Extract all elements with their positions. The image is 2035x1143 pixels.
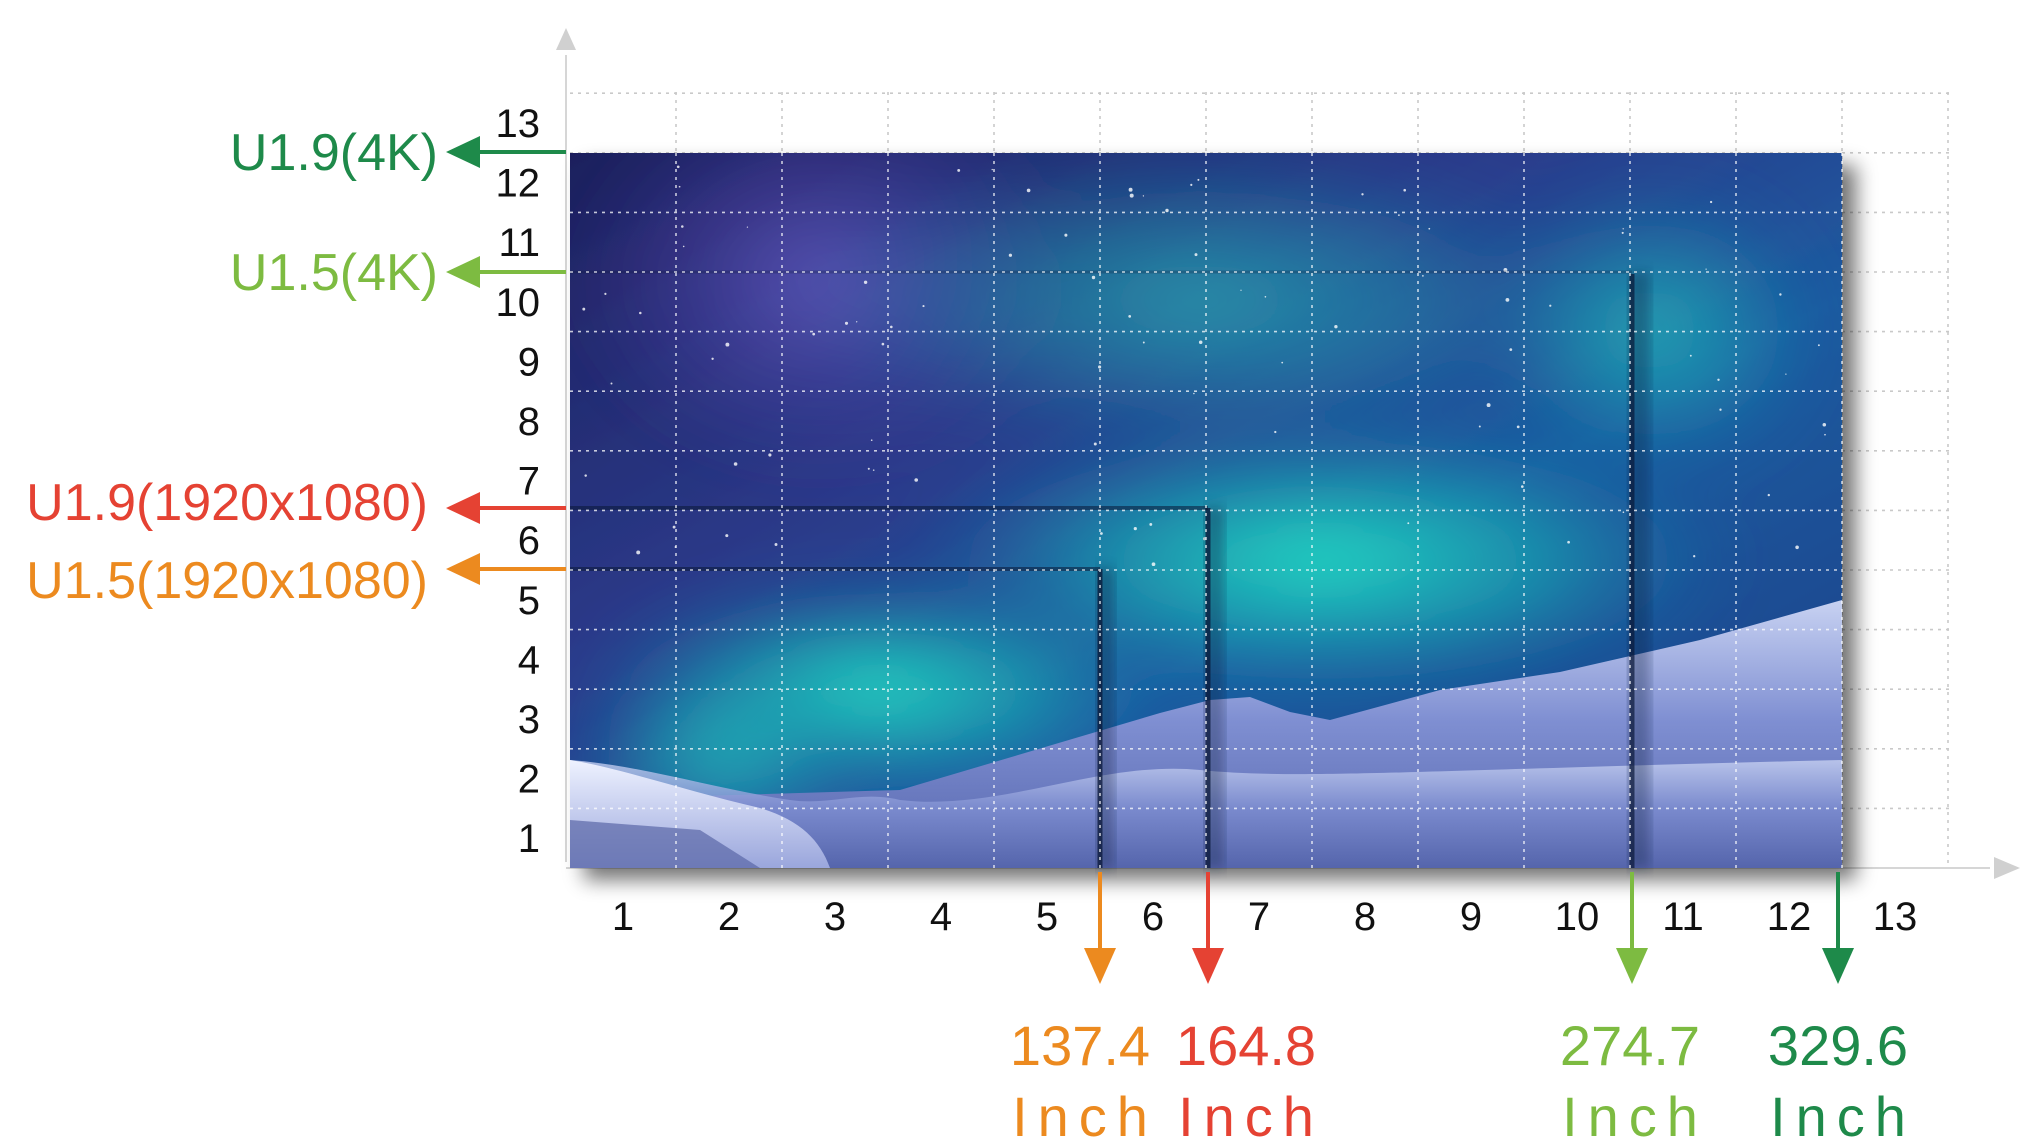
model-labels: U1.9(4K) U1.5(4K) U1.9(1920x1080) U1.5(1… — [26, 124, 566, 610]
x-tick-label: 8 — [1354, 895, 1376, 939]
x-axis-ticks: 1 2 3 4 5 6 7 8 9 10 11 12 13 — [612, 895, 1917, 939]
x-tick-label: 13 — [1873, 895, 1918, 939]
size-value-u15-fhd: 137.4 — [1010, 1014, 1150, 1077]
model-label-u15-fhd: U1.5(1920x1080) — [26, 552, 428, 610]
y-tick-label: 5 — [518, 579, 540, 623]
arrow-left-icon — [446, 256, 480, 288]
y-tick-label: 3 — [518, 698, 540, 742]
triangle-right-icon — [1994, 857, 2020, 879]
x-tick-label: 5 — [1036, 895, 1058, 939]
size-value-u19-4k: 329.6 — [1768, 1014, 1908, 1077]
arrow-down-icon — [1822, 948, 1854, 984]
size-labels: 137.4 Inch 164.8 Inch 274.7 Inch 329.6 I… — [1010, 872, 1916, 1143]
x-tick-label: 6 — [1142, 895, 1164, 939]
model-u15-4k: U1.5(4K) — [230, 244, 566, 302]
y-tick-label: 11 — [498, 221, 540, 265]
triangle-up-icon — [556, 28, 576, 50]
x-tick-label: 1 — [612, 895, 634, 939]
inner-grid — [570, 153, 1843, 868]
y-tick-label: 4 — [518, 638, 540, 682]
y-tick-label: 12 — [496, 162, 541, 206]
y-tick-label: 10 — [496, 281, 541, 325]
x-tick-label: 10 — [1555, 895, 1600, 939]
size-value-u19-fhd: 164.8 — [1176, 1014, 1316, 1077]
model-u15-fhd: U1.5(1920x1080) — [26, 552, 566, 610]
x-tick-label: 4 — [930, 895, 952, 939]
size-u19-fhd: 164.8 Inch — [1176, 872, 1324, 1143]
model-label-u19-fhd: U1.9(1920x1080) — [26, 474, 428, 532]
y-tick-label: 2 — [518, 758, 540, 802]
size-value-u15-4k: 274.7 — [1560, 1014, 1700, 1077]
x-tick-label: 12 — [1767, 895, 1812, 939]
y-tick-label: 8 — [518, 400, 540, 444]
x-tick-label: 11 — [1662, 895, 1704, 939]
size-unit-u19-4k: Inch — [1770, 1085, 1916, 1143]
y-tick-label: 1 — [518, 817, 540, 861]
y-tick-label: 6 — [518, 519, 540, 563]
x-tick-label: 7 — [1248, 895, 1270, 939]
model-u19-4k: U1.9(4K) — [230, 124, 566, 182]
size-u19-4k: 329.6 Inch — [1768, 872, 1916, 1143]
model-label-u19-4k: U1.9(4K) — [230, 124, 438, 182]
size-unit-u15-4k: Inch — [1562, 1085, 1708, 1143]
y-tick-label: 9 — [518, 340, 540, 384]
model-u19-fhd: U1.9(1920x1080) — [26, 474, 566, 532]
model-label-u15-4k: U1.5(4K) — [230, 244, 438, 302]
size-u15-fhd: 137.4 Inch — [1010, 872, 1158, 1143]
x-tick-label: 3 — [824, 895, 846, 939]
size-unit-u15-fhd: Inch — [1012, 1085, 1158, 1143]
x-tick-label: 2 — [718, 895, 740, 939]
x-tick-label: 9 — [1460, 895, 1482, 939]
arrow-down-icon — [1084, 948, 1116, 984]
size-unit-u19-fhd: Inch — [1178, 1085, 1324, 1143]
arrow-left-icon — [446, 492, 480, 524]
arrow-left-icon — [446, 136, 480, 168]
arrow-down-icon — [1616, 948, 1648, 984]
size-u15-4k: 274.7 Inch — [1560, 872, 1708, 1143]
y-tick-label: 13 — [496, 102, 541, 146]
y-tick-label: 7 — [518, 460, 540, 504]
arrow-down-icon — [1192, 948, 1224, 984]
arrow-left-icon — [446, 553, 480, 585]
